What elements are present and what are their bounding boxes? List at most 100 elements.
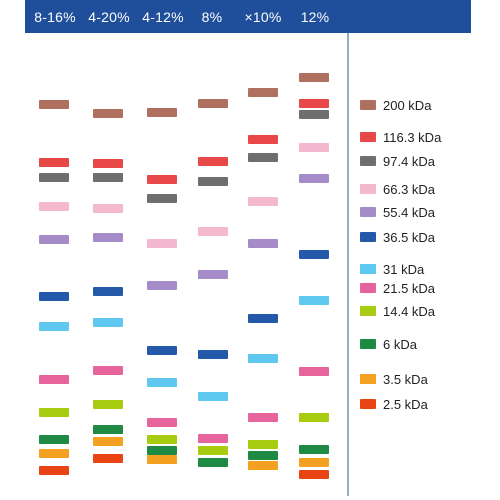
legend-label-2-5: 2.5 kDa [383,396,428,412]
legend-label-200: 200 kDa [383,97,432,113]
lane-2-band-3-5 [93,437,123,446]
lane-4-band-6 [198,458,228,467]
lane-5-band-97 [248,153,278,162]
legend-item-2-5: 2.5 kDa [360,396,428,412]
lane-3-band-21 [147,418,177,427]
lane-2-band-14 [93,400,123,409]
lane-1-band-97 [39,173,69,182]
lane-1-band-31 [39,322,69,331]
marker-legend: 200 kDa 116.3 kDa 97.4 kDa 66.3 kDa 55.4… [360,0,485,500]
lane-6-band-36 [299,250,329,259]
lane-6-band-55 [299,174,329,183]
lane-3-band-36 [147,346,177,355]
lane-label-10: ×10% [244,9,282,25]
legend-label-55: 55.4 kDa [383,204,436,220]
lane-5-band-3-5 [248,461,278,470]
lane-2-band-66 [93,204,123,213]
legend-item-200: 200 kDa [360,97,431,113]
legend-swatch-14 [360,306,376,316]
lane-4-band-66 [198,227,228,236]
lane-label-12: 12% [300,9,330,25]
lane-6-band-6 [299,445,329,454]
lane-2-band-97 [93,173,123,182]
lane-3-band-14 [147,435,177,444]
lane-4-band-36 [198,350,228,359]
lane-label-8: 8% [201,9,223,25]
legend-label-14: 14.4 kDa [383,303,436,319]
lane-1-band-6 [39,435,69,444]
lane-3-band-116 [147,175,177,184]
lane-5-band-200 [248,88,278,97]
lane-label-4-12: 4-12% [142,9,184,25]
lane-4-band-116 [198,157,228,166]
lane-4-band-200 [198,99,228,108]
lane-6-band-3-5 [299,458,329,467]
lane-4-band-31 [198,392,228,401]
lane-4-band-97 [198,177,228,186]
lane-2-band-200 [93,109,123,118]
lane-1-band-14 [39,408,69,417]
legend-item-55: 55.4 kDa [360,204,435,220]
legend-label-66: 66.3 kDa [383,181,436,197]
lane-5-band-31 [248,354,278,363]
lane-5-band-6 [248,451,278,460]
lane-5-band-116 [248,135,278,144]
lane-label-4-20: 4-20% [88,9,130,25]
lane-1-band-116 [39,158,69,167]
lane-3-band-66 [147,239,177,248]
lane-5-band-14 [248,440,278,449]
legend-swatch-6 [360,339,376,349]
lane-1-band-36 [39,292,69,301]
lane-1-band-2-5 [39,466,69,475]
lane-3-band-3-5 [147,455,177,464]
lane-6-band-116 [299,99,329,108]
legend-swatch-66 [360,184,376,194]
lane-1-band-55 [39,235,69,244]
legend-item-21: 21.5 kDa [360,280,435,296]
legend-swatch-116 [360,132,376,142]
legend-item-14: 14.4 kDa [360,303,435,319]
lane-header-bar: 8-16% 4-20% 4-12% 8% ×10% 12% [25,0,471,33]
lane-3-band-31 [147,378,177,387]
lane-3-band-6 [147,446,177,455]
lane-4-band-55 [198,270,228,279]
legend-item-36: 36.5 kDa [360,229,435,245]
legend-swatch-200 [360,100,376,110]
legend-swatch-36 [360,232,376,242]
legend-swatch-21 [360,283,376,293]
legend-label-116: 116.3 kDa [383,129,442,145]
legend-label-36: 36.5 kDa [383,229,436,245]
legend-swatch-2-5 [360,399,376,409]
lane-6-band-200 [299,73,329,82]
legend-swatch-97 [360,156,376,166]
lane-5-band-36 [248,314,278,323]
gel-legend-separator [347,33,349,496]
lane-label-8-16: 8-16% [34,9,76,25]
lane-2-band-21 [93,366,123,375]
lane-3-band-200 [147,108,177,117]
lane-2-band-6 [93,425,123,434]
lane-3-band-97 [147,194,177,203]
lane-6-band-66 [299,143,329,152]
lane-6-band-14 [299,413,329,422]
lane-6-band-2-5 [299,470,329,479]
lane-1-band-66 [39,202,69,211]
legend-item-97: 97.4 kDa [360,153,435,169]
legend-item-66: 66.3 kDa [360,181,435,197]
legend-label-97: 97.4 kDa [383,153,436,169]
lane-4-band-21 [198,434,228,443]
legend-swatch-3-5 [360,374,376,384]
legend-swatch-31 [360,264,376,274]
lane-5-band-21 [248,413,278,422]
legend-label-3-5: 3.5 kDa [383,371,428,387]
lane-6-band-31 [299,296,329,305]
legend-swatch-55 [360,207,376,217]
lane-2-band-36 [93,287,123,296]
lane-2-band-116 [93,159,123,168]
lane-5-band-55 [248,239,278,248]
legend-item-3-5: 3.5 kDa [360,371,428,387]
legend-item-116: 116.3 kDa [360,129,441,145]
legend-item-31: 31 kDa [360,261,424,277]
legend-item-6: 6 kDa [360,336,417,352]
